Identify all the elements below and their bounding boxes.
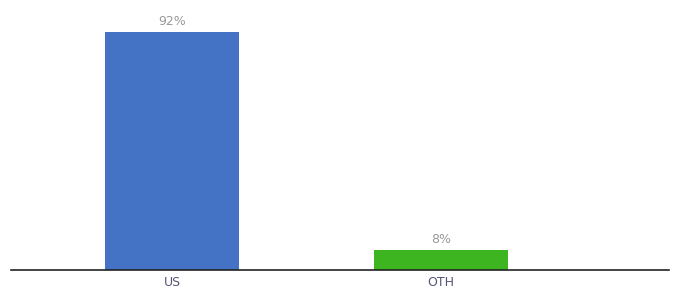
Bar (105, 32, 239, 270)
Text: 8%: 8% (430, 233, 451, 246)
Text: 92%: 92% (158, 15, 186, 28)
Bar (373, 250, 508, 270)
